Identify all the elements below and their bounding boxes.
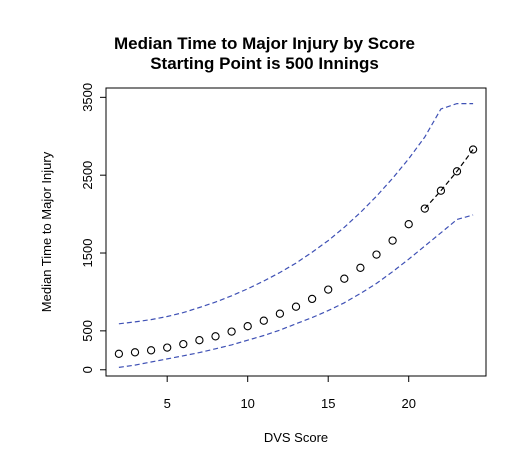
- data-point: [163, 343, 172, 352]
- y-tick-label: 3500: [80, 83, 95, 112]
- data-point: [211, 332, 220, 341]
- plot-frame: [105, 87, 487, 377]
- data-point: [388, 236, 397, 245]
- data-point: [356, 263, 365, 272]
- x-tick-label: 10: [240, 396, 254, 411]
- data-point: [404, 220, 413, 229]
- data-point: [130, 348, 140, 357]
- y-axis-label: Median Time to Major Injury: [39, 151, 54, 312]
- data-point: [114, 349, 124, 358]
- data-point: [195, 336, 204, 345]
- series-3-line: [118, 214, 474, 368]
- axes: 5 10 15 20 0 500 1500 2500 3500: [80, 83, 416, 411]
- data-point: [340, 274, 349, 283]
- series-2-line: [424, 149, 474, 210]
- data-point: [243, 322, 252, 331]
- y-tick-label: 500: [80, 320, 95, 342]
- plot-marks: [114, 102, 478, 368]
- data-point: [146, 346, 156, 355]
- data-point: [307, 294, 317, 304]
- data-point: [227, 327, 236, 336]
- x-tick-label: 5: [164, 396, 171, 411]
- data-point: [324, 285, 333, 294]
- y-tick-label: 1500: [80, 239, 95, 268]
- x-tick-label: 20: [401, 396, 415, 411]
- x-axis-label: DVS Score: [264, 430, 328, 445]
- x-tick-label: 15: [321, 396, 335, 411]
- data-point: [291, 302, 301, 311]
- y-tick-label: 2500: [80, 161, 95, 190]
- data-point: [275, 309, 285, 318]
- data-point: [259, 316, 268, 325]
- chart-title: Median Time to Major Injury by Score: [113, 34, 416, 53]
- chart-subtitle: Starting Point is 500 Innings: [150, 54, 379, 73]
- data-point: [179, 339, 188, 349]
- data-point: [372, 250, 381, 259]
- y-tick-label: 0: [80, 366, 95, 373]
- series-1-line: [118, 102, 474, 325]
